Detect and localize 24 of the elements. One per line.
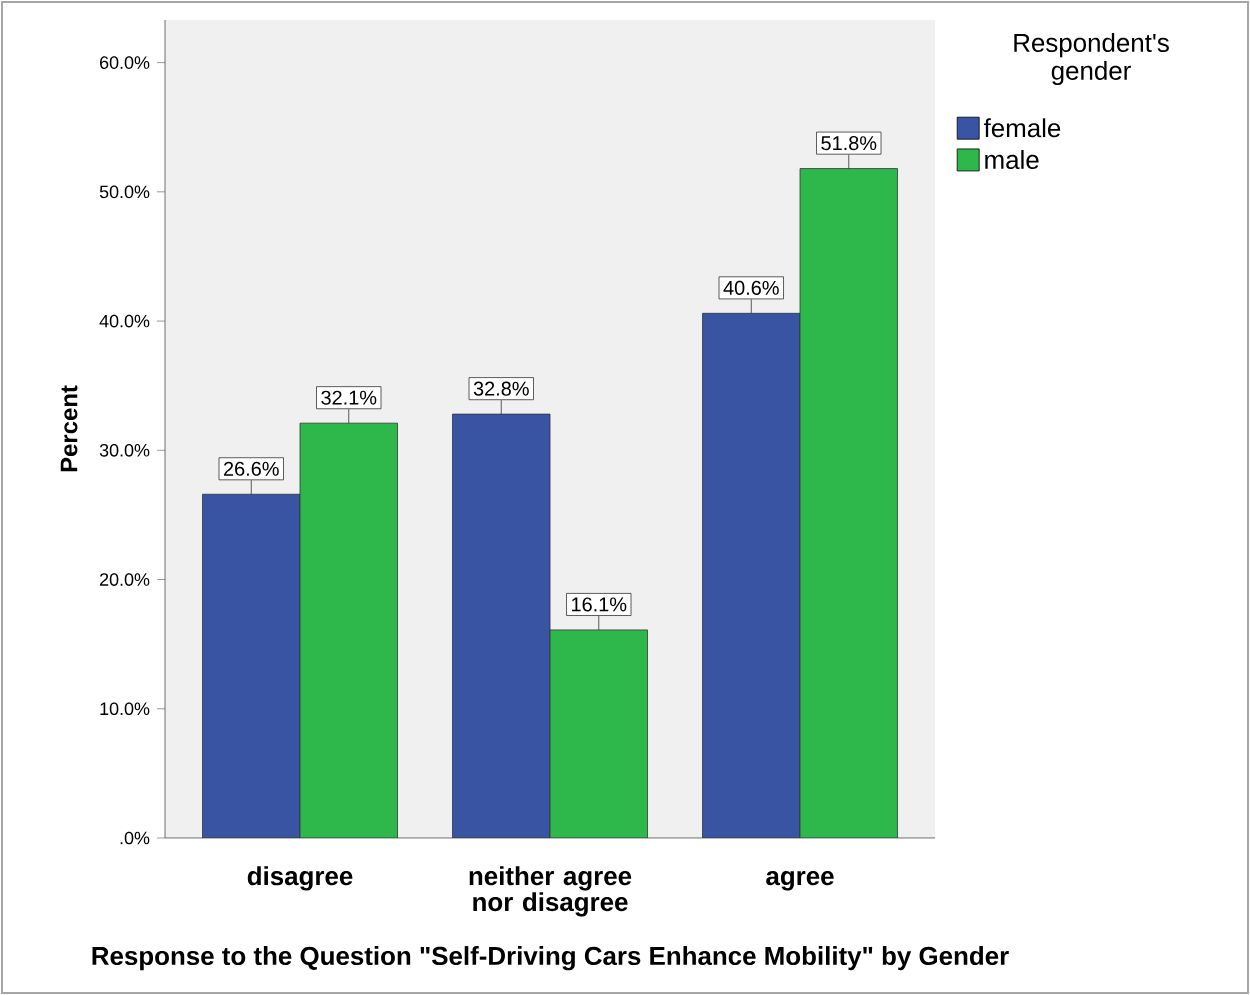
y-tick-label: 40.0%	[99, 314, 150, 328]
x-axis-title: Response to the Question "Self-Driving Cars Enhance Mobility" by Gender	[92, 946, 1009, 971]
data-label: 32.8%	[473, 381, 529, 396]
legend-title: Respondent's gender	[1014, 32, 1169, 86]
x-tick-label: disagree	[247, 866, 353, 891]
data-label: 51.8%	[821, 136, 877, 151]
bar	[299, 422, 398, 838]
data-label: 26.6%	[224, 461, 279, 476]
data-label: 32.1%	[321, 390, 377, 405]
data-label: 40.6%	[723, 280, 779, 295]
legend-label: male	[985, 150, 1039, 170]
y-tick-label: 10.0%	[100, 702, 150, 716]
y-tick-label: 50.0%	[99, 185, 150, 199]
data-label: 16.1%	[572, 597, 627, 612]
bar	[549, 629, 648, 838]
y-tick-label: 60.0%	[100, 56, 150, 69]
y-axis-title: Percent	[60, 385, 78, 472]
legend-label: female	[983, 118, 1061, 138]
y-tick-label: 20.0%	[100, 573, 150, 586]
x-tick-label: agree	[766, 871, 834, 891]
bar	[799, 168, 898, 838]
y-tick-label: 30.0%	[99, 443, 150, 457]
x-tick-label: neither agree nor disagree	[469, 866, 632, 917]
y-tick-label: .0%	[120, 831, 150, 845]
